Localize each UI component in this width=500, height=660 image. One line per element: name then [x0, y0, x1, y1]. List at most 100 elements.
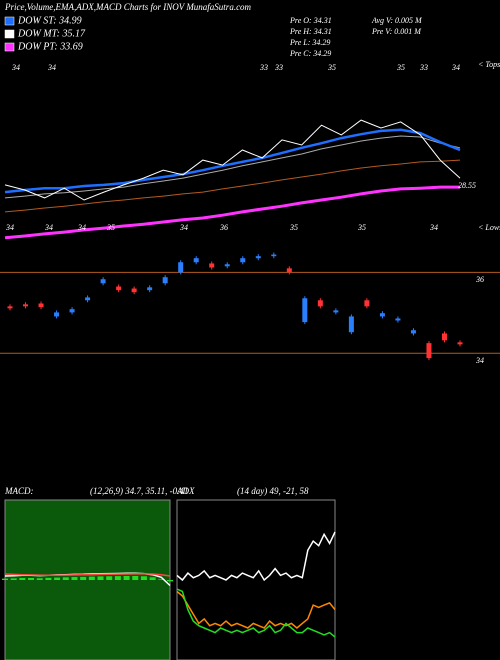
histogram-bar — [80, 576, 87, 580]
lows-label: < Lows — [478, 223, 500, 232]
histogram-bar — [36, 578, 43, 580]
histogram-bar — [71, 577, 78, 580]
histogram-bar — [88, 576, 95, 580]
legend-label: DOW PT: 33.69 — [17, 41, 83, 52]
candle-body — [193, 258, 199, 263]
price-label: 35 — [289, 223, 298, 232]
legend-swatch — [4, 16, 15, 26]
candle-body — [410, 330, 416, 334]
series-line — [4, 185, 460, 240]
panel-label: ADX — [176, 486, 195, 496]
price-label: 34 — [44, 223, 53, 232]
series-line — [176, 588, 336, 638]
price-label: 34 — [429, 223, 438, 232]
candle-body — [162, 277, 168, 284]
candle-body — [54, 312, 60, 317]
candle-body — [333, 310, 339, 313]
stat: Pre O: 34.31 — [289, 16, 332, 25]
histogram-bar — [28, 578, 35, 580]
series-line — [176, 531, 336, 582]
candle-body — [23, 304, 29, 307]
price-label: 33 — [259, 63, 268, 72]
price-label: 34 — [11, 63, 20, 72]
candle-body — [441, 333, 447, 341]
candle-body — [69, 309, 75, 313]
stat: Pre V: 0.001 M — [371, 27, 422, 36]
candle-body — [224, 264, 230, 267]
candle-body — [317, 300, 323, 307]
series-line — [4, 573, 171, 577]
candle-body — [348, 316, 354, 333]
candle-body — [38, 303, 44, 308]
histogram-bar — [167, 580, 173, 582]
histogram-bar — [114, 576, 121, 580]
candle-body — [255, 256, 261, 259]
candle-body — [286, 268, 292, 273]
legend-label: DOW ST: 34.99 — [17, 15, 82, 26]
price-label: 34 — [451, 63, 460, 72]
histogram-bar — [19, 578, 26, 580]
legend-label: DOW MT: 35.17 — [17, 28, 86, 39]
histogram-bar — [2, 578, 8, 580]
histogram-bar — [10, 578, 17, 580]
candle-body — [364, 300, 370, 307]
candle-body — [302, 298, 308, 323]
panel-title: (12,26,9) 34.7, 35.11, -0.41 — [90, 486, 188, 496]
last-label: 28.55 — [458, 181, 476, 190]
panel-label: MACD: — [4, 486, 34, 496]
price-label: 35 — [327, 63, 336, 72]
candle-body — [85, 297, 91, 301]
histogram-bar — [62, 577, 69, 580]
candle-body — [457, 342, 463, 345]
price-label: 36 — [219, 223, 228, 232]
tops-label: < Tops — [478, 60, 500, 69]
histogram-bar — [54, 577, 61, 580]
candle-body — [100, 279, 106, 284]
stat: Pre L: 34.29 — [289, 38, 330, 47]
series-line — [4, 128, 461, 194]
panel-title: (14 day) 49, -21, 58 — [237, 486, 309, 496]
histogram-bar — [45, 577, 52, 580]
candle-body — [426, 343, 432, 359]
candle-body — [7, 306, 13, 309]
series-line — [4, 135, 461, 199]
price-label: 35 — [357, 223, 366, 232]
page-title: Price,Volume,EMA,ADX,MACD Charts for INO… — [4, 2, 252, 12]
price-label: 33 — [274, 63, 283, 72]
candle-body — [209, 263, 215, 268]
series-line — [176, 590, 336, 629]
price-label: 34 — [179, 223, 188, 232]
stat: Avg V: 0.005 M — [371, 16, 423, 25]
candle-body — [395, 318, 401, 321]
price-label: 33 — [419, 63, 428, 72]
histogram-bar — [158, 579, 165, 580]
series-line — [4, 119, 461, 201]
price-label: 34 — [47, 63, 56, 72]
price-label: 34 — [77, 223, 86, 232]
price-label: 34 — [5, 223, 14, 232]
price-label: 35 — [106, 223, 115, 232]
candle-body — [116, 286, 122, 291]
candle-body — [131, 288, 137, 293]
candle-body — [178, 262, 184, 273]
histogram-bar — [97, 576, 104, 580]
series-line — [4, 159, 461, 213]
panel-frame — [176, 499, 336, 660]
price-label: 35 — [396, 63, 405, 72]
legend-swatch — [4, 29, 15, 39]
histogram-bar — [123, 576, 130, 580]
stat: Pre C: 34.29 — [289, 49, 331, 58]
y-tick-label: 34 — [475, 356, 484, 365]
legend-swatch — [4, 42, 15, 52]
histogram-bar — [149, 577, 156, 580]
histogram-bar — [132, 576, 139, 580]
stat: Pre H: 34.31 — [289, 27, 332, 36]
candle-body — [147, 287, 153, 291]
candle-body — [379, 313, 385, 317]
y-tick-label: 36 — [475, 275, 484, 284]
histogram-bar — [140, 576, 147, 580]
candle-body — [271, 254, 277, 257]
candle-body — [240, 258, 246, 263]
histogram-bar — [106, 576, 113, 580]
